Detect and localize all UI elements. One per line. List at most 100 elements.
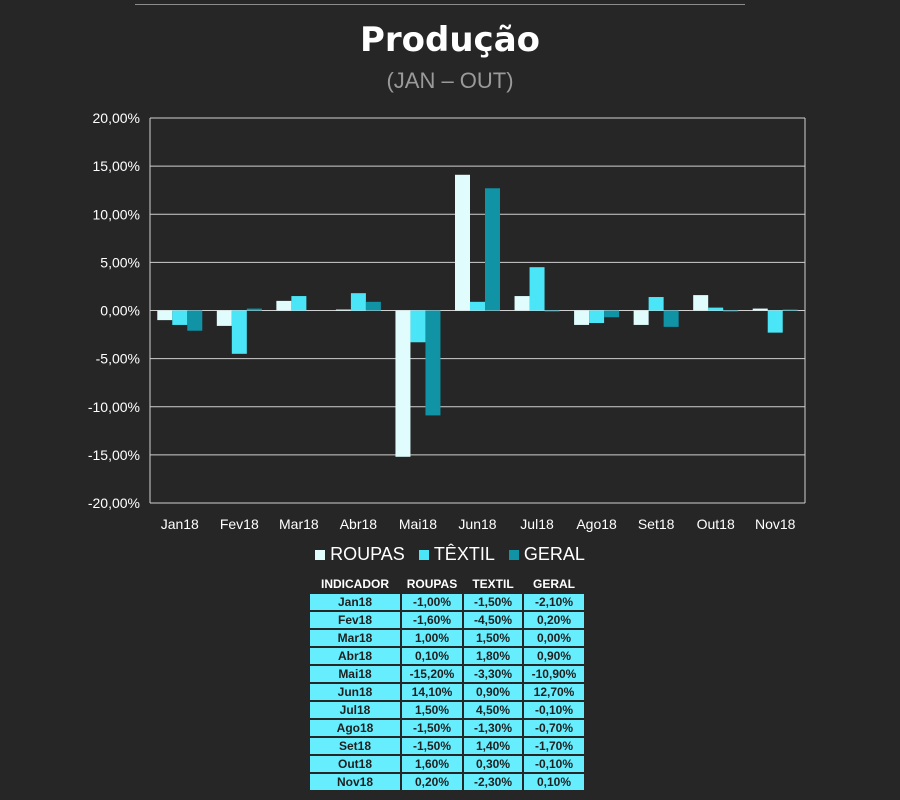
table-row: Fev18 -1,60% -4,50% 0,20% <box>310 612 584 628</box>
table-cell: Jun18 <box>310 684 400 700</box>
table-cell: -1,50% <box>402 738 462 754</box>
table-cell: -1,60% <box>402 612 462 628</box>
table-cell: Set18 <box>310 738 400 754</box>
table-row: Jul18 1,50% 4,50% -0,10% <box>310 702 584 718</box>
legend-item-geral: GERAL <box>508 544 585 565</box>
legend-item-roupas: ROUPAS <box>315 544 405 565</box>
table-cell: -0,70% <box>524 720 584 736</box>
table-cell: Mai18 <box>310 666 400 682</box>
bar-roupas <box>693 295 709 311</box>
table-cell: 4,50% <box>464 702 522 718</box>
bar-geral <box>485 188 500 311</box>
bar-roupas <box>514 296 530 311</box>
table-cell: -2,10% <box>524 594 584 610</box>
table-body: Jan18 -1,00% -1,50% -2,10% Fev18 -1,60% -4,50%… <box>310 594 584 790</box>
bar-têxtil <box>470 301 485 311</box>
data-table: INDICADOR ROUPAS TEXTIL GERAL Jan18 -1,00… <box>308 574 586 792</box>
table-cell: 1,80% <box>464 648 522 664</box>
bar-têxtil <box>231 310 247 354</box>
table-cell: Mar18 <box>310 630 400 646</box>
x-tick-label: Fev18 <box>220 516 259 532</box>
table-cell: -0,10% <box>524 702 584 718</box>
table-cell: -1,50% <box>464 594 522 610</box>
table-cell: -0,10% <box>524 756 584 772</box>
bar-geral <box>187 310 203 331</box>
table-row: Mar18 1,00% 1,50% 0,00% <box>310 630 584 646</box>
bar-geral <box>544 310 560 312</box>
table-header-indicador: INDICADOR <box>321 577 389 591</box>
bar-têxtil <box>529 267 545 311</box>
table-cell: 1,40% <box>464 738 522 754</box>
table-cell: -1,50% <box>402 720 462 736</box>
bar-geral <box>782 309 798 311</box>
table-header-geral: GERAL <box>533 577 575 591</box>
table-row: Ago18 -1,50% -1,30% -0,70% <box>310 720 584 736</box>
y-tick-label: 0,00% <box>100 303 140 319</box>
y-tick-label: 20,00% <box>93 110 140 126</box>
bar-geral <box>663 310 679 327</box>
table-cell: 0,20% <box>402 774 462 790</box>
table-cell: Nov18 <box>310 774 400 790</box>
table-header-row: INDICADOR ROUPAS TEXTIL GERAL <box>310 576 584 592</box>
table-cell: Jul18 <box>310 702 400 718</box>
y-tick-label: -20,00% <box>88 495 140 511</box>
x-tick-label: Out18 <box>697 516 735 532</box>
top-divider <box>135 4 745 5</box>
legend-label-roupas: ROUPAS <box>330 544 405 564</box>
table-cell: Out18 <box>310 756 400 772</box>
table-cell: 0,20% <box>524 612 584 628</box>
x-tick-label: Jun18 <box>458 516 496 532</box>
y-tick-label: -15,00% <box>88 447 140 463</box>
legend-swatch-geral <box>508 549 519 560</box>
table-cell: -2,30% <box>464 774 522 790</box>
bar-roupas <box>395 310 411 457</box>
table-cell: 0,10% <box>402 648 462 664</box>
table-cell: 0,00% <box>524 630 584 646</box>
chart-title: Produção <box>359 20 541 60</box>
x-tick-label: Jan18 <box>161 516 199 532</box>
bar-têxtil <box>410 310 426 343</box>
x-tick-label: Nov18 <box>755 516 796 532</box>
table-cell: -15,20% <box>402 666 462 682</box>
bar-geral <box>425 310 441 416</box>
table-header-roupas: ROUPAS <box>406 577 458 591</box>
bar-têxtil <box>648 297 664 311</box>
table-row: Set18 -1,50% 1,40% -1,70% <box>310 738 584 754</box>
x-tick-label: Abr18 <box>340 516 378 532</box>
table-row: Out18 1,60% 0,30% -0,10% <box>310 756 584 772</box>
x-tick-label: Mar18 <box>279 516 319 532</box>
bar-roupas <box>157 310 173 321</box>
table-row: Jun18 14,10% 0,90% 12,70% <box>310 684 584 700</box>
table-cell: Ago18 <box>310 720 400 736</box>
bar-roupas <box>455 174 470 311</box>
table-cell: Abr18 <box>310 648 400 664</box>
legend-item-textil: TÊXTIL <box>418 544 495 565</box>
table-cell: 1,50% <box>464 630 522 646</box>
x-tick-label: Ago18 <box>576 516 617 532</box>
table-cell: 12,70% <box>524 684 584 700</box>
bar-roupas <box>335 309 351 311</box>
bar-têxtil <box>350 293 366 311</box>
table-cell: 0,10% <box>524 774 584 790</box>
legend-label-textil: TÊXTIL <box>433 544 495 564</box>
table-row: Abr18 0,10% 1,80% 0,90% <box>310 648 584 664</box>
table-cell: 0,90% <box>524 648 584 664</box>
table-cell: -10,90% <box>524 666 584 682</box>
bar-geral <box>604 310 620 318</box>
table-cell: -3,30% <box>464 666 522 682</box>
bar-têxtil <box>708 307 724 311</box>
table-header-textil: TEXTIL <box>472 577 514 591</box>
table-row: Jan18 -1,00% -1,50% -2,10% <box>310 594 584 610</box>
x-tick-label: Mai18 <box>399 516 437 532</box>
bar-chart: 20,00% 15,00% 10,00% 5,00% 0,00% -5,00% -10,00… <box>88 110 806 532</box>
table-cell: -1,70% <box>524 738 584 754</box>
y-tick-label: -10,00% <box>88 399 140 415</box>
y-tick-label: 5,00% <box>100 254 140 270</box>
table-cell: -4,50% <box>464 612 522 628</box>
legend-swatch-textil <box>418 549 429 560</box>
table-cell: 14,10% <box>402 684 462 700</box>
bar-roupas <box>574 310 590 325</box>
chart-subtitle: (JAN – OUT) <box>386 68 514 93</box>
x-tick-label: Jul18 <box>520 516 554 532</box>
table-cell: 1,00% <box>402 630 462 646</box>
